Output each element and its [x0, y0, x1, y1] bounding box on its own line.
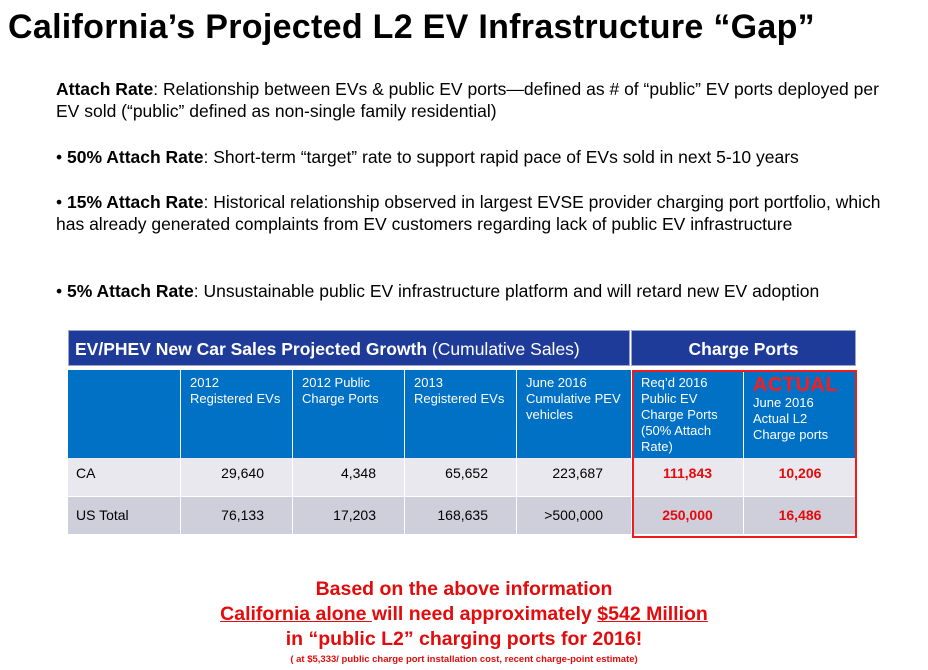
- table-cell-required: 250,000: [632, 497, 744, 535]
- table-cell: 168,635: [405, 497, 517, 535]
- table-cell: 4,348: [293, 458, 405, 497]
- row-label: CA: [68, 458, 181, 497]
- conclusion-line-2: California alone will need approximately…: [0, 603, 928, 626]
- conclusion-footnote: ( at $5,333/ public charge port installa…: [290, 654, 638, 665]
- table-header-sales-bold: EV/PHEV New Car Sales Projected Growth: [75, 339, 428, 359]
- table-cell: >500,000: [517, 497, 632, 535]
- column-header: June 2016 Cumulative PEV vehicles: [517, 370, 632, 458]
- bullet-5-text: : Unsustainable public EV infrastructure…: [193, 281, 820, 301]
- bullet-50-text: : Short-term “target” rate to support ra…: [203, 147, 799, 167]
- row-label: US Total: [68, 497, 181, 535]
- charge-ports-highlight-box: [632, 370, 857, 538]
- column-header: Req’d 2016 Public EV Charge Ports (50% A…: [632, 370, 744, 458]
- actual-label: ACTUAL: [753, 374, 839, 396]
- column-header-actual: ACTUAL June 2016 Actual L2 Charge ports: [744, 370, 857, 458]
- column-header-blank: [68, 370, 181, 458]
- table-header-sales-note: (Cumulative Sales): [427, 339, 580, 359]
- bullet-marker: •: [56, 147, 67, 167]
- bullet-marker: •: [56, 192, 67, 212]
- column-header-actual-text: June 2016 Actual L2 Charge ports: [753, 395, 829, 442]
- bullet-marker: •: [56, 281, 67, 301]
- conclusion-line-3: in “public L2” charging ports for 2016!: [285, 628, 643, 650]
- conclusion-mid: will need approximately: [371, 603, 598, 625]
- attach-rate-definition: Attach Rate: Relationship between EVs & …: [56, 78, 906, 122]
- table-cell: 17,203: [293, 497, 405, 535]
- bullet-15-term: 15% Attach Rate: [67, 192, 204, 212]
- conclusion-line-1: Based on the above information: [315, 578, 613, 600]
- table-cell: 223,687: [517, 458, 632, 497]
- column-header: 2013 Registered EVs: [405, 370, 517, 458]
- table-header-sales: EV/PHEV New Car Sales Projected Growth (…: [68, 330, 630, 366]
- column-header: 2012 Registered EVs: [181, 370, 293, 458]
- conclusion-amount: $542 Million: [597, 603, 708, 625]
- bullet-50-term: 50% Attach Rate: [67, 147, 204, 167]
- bullet-5-percent: • 5% Attach Rate: Unsustainable public E…: [56, 280, 906, 302]
- bullet-50-percent: • 50% Attach Rate: Short-term “target” r…: [56, 146, 906, 168]
- bullet-15-text: : Historical relationship observed in la…: [56, 192, 881, 234]
- table-cell-actual: 10,206: [744, 458, 857, 497]
- column-header: 2012 Public Charge Ports: [293, 370, 405, 458]
- table-cell: 29,640: [181, 458, 293, 497]
- table-cell: 76,133: [181, 497, 293, 535]
- table-header-charge-ports: Charge Ports: [631, 330, 856, 366]
- table-cell-actual: 16,486: [744, 497, 857, 535]
- bullet-5-term: 5% Attach Rate: [67, 281, 194, 301]
- bullet-15-percent: • 15% Attach Rate: Historical relationsh…: [56, 191, 906, 235]
- table-cell-required: 111,843: [632, 458, 744, 497]
- attach-rate-text: : Relationship between EVs & public EV p…: [56, 79, 879, 121]
- page-title: California’s Projected L2 EV Infrastruct…: [8, 8, 815, 46]
- table-cell: 65,652: [405, 458, 517, 497]
- conclusion-california-alone: California alone: [220, 603, 372, 625]
- attach-rate-term: Attach Rate: [56, 79, 154, 99]
